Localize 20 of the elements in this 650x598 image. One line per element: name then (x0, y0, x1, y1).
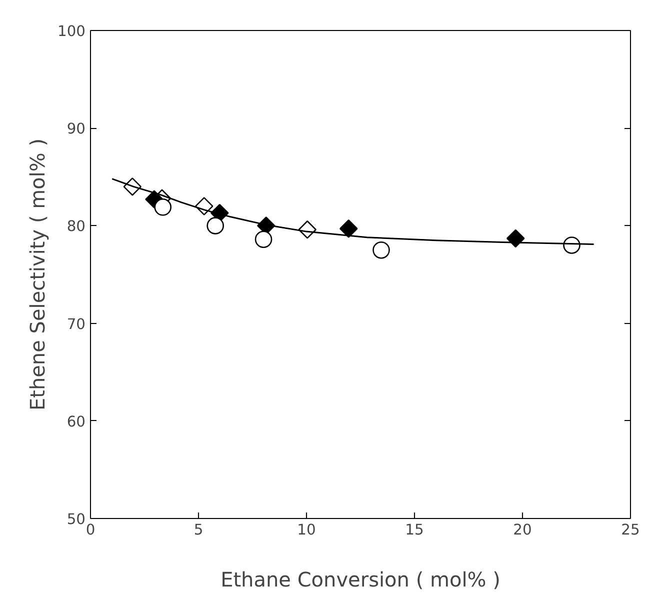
point (154, 198, 172, 216)
point (254, 230, 272, 248)
x-tick-label: 5 (194, 522, 204, 538)
x-tick-label: 10 (297, 522, 316, 538)
y-tick-label: 80 (66, 218, 86, 236)
x-tick-label: 15 (405, 522, 424, 538)
point (506, 229, 525, 248)
point (206, 217, 224, 234)
x-axis-title: Ethane Conversion ( mol% ) (220, 568, 500, 592)
y-tick-label: 70 (66, 316, 86, 333)
y-tick-label: 60 (66, 413, 86, 430)
y-tick-label: 90 (66, 120, 86, 138)
x-tick-label: 0 (86, 522, 96, 538)
point (339, 219, 358, 238)
y-axis-title: Ethene Selectivity ( mol% ) (26, 138, 50, 411)
x-tick-label: 25 (621, 522, 640, 538)
point (372, 241, 390, 259)
y-tick-label: 50 (66, 511, 86, 528)
x-tick-label: 20 (513, 522, 532, 538)
y-tick-label: 100 (58, 23, 86, 40)
